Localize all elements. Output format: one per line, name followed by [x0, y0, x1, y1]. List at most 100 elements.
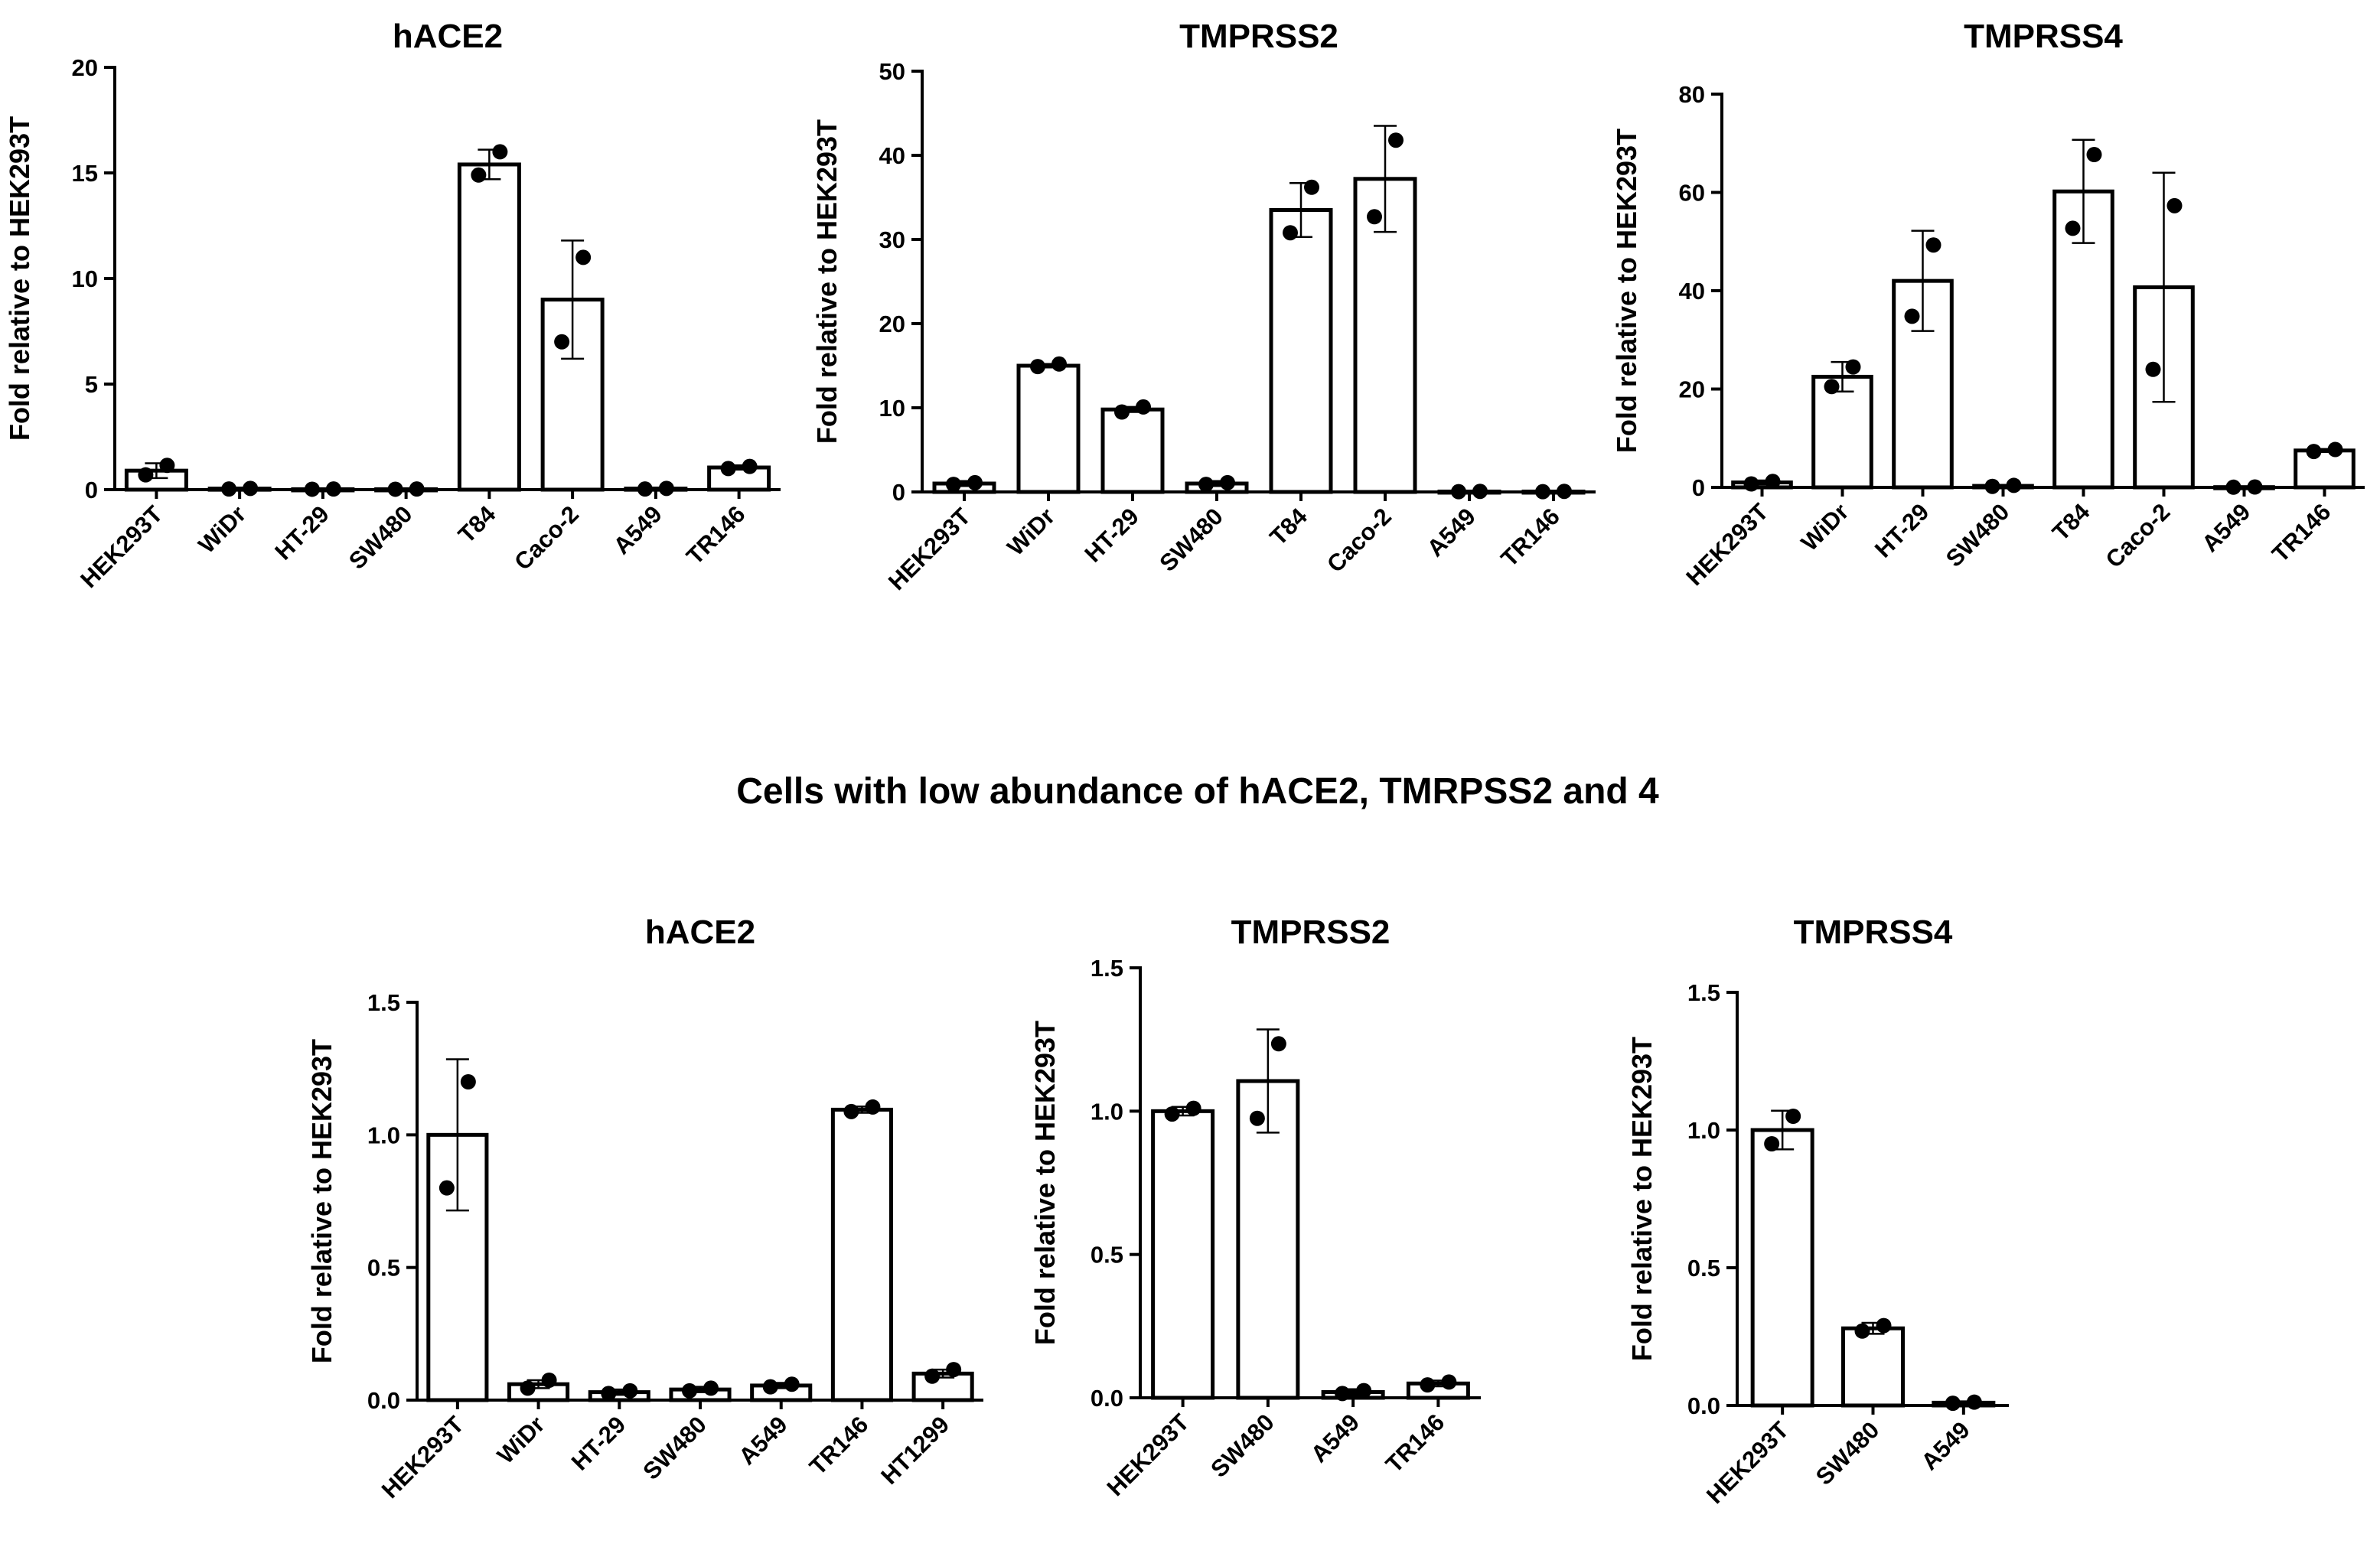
x-tick-label: SW480 [1811, 1416, 1885, 1490]
y-tick-label: 80 [1679, 81, 1705, 108]
data-point [1356, 1383, 1372, 1399]
data-point [1304, 179, 1319, 195]
bar [1236, 1079, 1300, 1400]
data-point [2166, 197, 2183, 213]
data-point [865, 1099, 881, 1115]
x-tick-label: A549 [1306, 1409, 1364, 1467]
data-point [946, 477, 961, 493]
charts: hACE2 Fold relative to HEK293T 0 5 10 15 20 HEK… [4, 18, 2365, 1509]
y-tick-label: 0 [1692, 474, 1705, 501]
data-point [637, 481, 653, 497]
x-tick-label: T84 [2047, 498, 2095, 546]
bar [707, 465, 771, 492]
bar [1841, 1326, 1905, 1408]
x-tick-label: SW480 [637, 1411, 712, 1485]
y-tick-label: 1.5 [367, 989, 400, 1016]
data-point [1904, 308, 1920, 324]
data-point [1785, 1109, 1801, 1124]
data-point [2306, 444, 2322, 460]
y-tick-label: 0.0 [367, 1387, 400, 1414]
data-point [1114, 404, 1130, 420]
data-point [2145, 361, 2161, 377]
data-point [1876, 1317, 1892, 1334]
chart-title: TMPRSS4 [1794, 914, 1953, 951]
x-tick-label: HEK293T [1701, 1416, 1794, 1509]
bar [457, 162, 521, 492]
data-point [601, 1386, 617, 1402]
bar [1100, 407, 1165, 494]
data-point [325, 481, 341, 497]
y-tick-label: 10 [72, 265, 98, 292]
data-point [946, 1362, 962, 1378]
y-axis-label: Fold relative to HEK293T [4, 116, 35, 441]
data-point [1451, 484, 1466, 500]
data-point [1535, 484, 1550, 500]
y-tick-label: 1.0 [367, 1122, 400, 1148]
data-point [2065, 220, 2081, 236]
data-point [1765, 474, 1781, 490]
data-point [1136, 399, 1151, 415]
x-tick-label: TR146 [1381, 1409, 1450, 1478]
x-tick-label: WiDr [1796, 498, 1854, 556]
data-point [2225, 479, 2241, 495]
data-point [1283, 225, 1298, 241]
data-point [471, 167, 487, 183]
data-point [1030, 359, 1045, 375]
y-tick-label: 50 [879, 58, 905, 85]
chart-6: TMPRSS4 Fold relative to HEK293T 0.0 0.5 1.0… [1626, 914, 2009, 1509]
x-tick-label: HEK293T [883, 503, 976, 595]
y-tick-label: 30 [879, 226, 905, 253]
data-point [2247, 479, 2263, 495]
data-point [720, 461, 736, 477]
x-tick-label: HT1299 [875, 1411, 954, 1490]
data-point [138, 467, 154, 483]
y-axis-label: Fold relative to HEK293T [1029, 1021, 1061, 1345]
bar [1750, 1128, 1814, 1408]
data-point [1270, 1036, 1286, 1052]
data-point [2086, 147, 2102, 163]
x-tick-label: HT-29 [566, 1411, 631, 1475]
x-tick-label: A549 [2196, 498, 2255, 557]
x-tick-label: HT-29 [269, 500, 334, 565]
y-tick-label: 60 [1679, 180, 1705, 207]
data-point [1335, 1386, 1351, 1402]
data-point [387, 481, 403, 497]
data-point [682, 1383, 697, 1399]
data-point [2327, 441, 2343, 458]
chart-3: TMPRSS4 Fold relative to HEK293T 0 20 40 60 80… [1611, 18, 2365, 591]
data-point [1220, 474, 1235, 490]
data-point [460, 1074, 476, 1089]
data-point [575, 249, 592, 265]
x-tick-label: HEK293T [1102, 1409, 1195, 1501]
y-axis-label: Fold relative to HEK293T [1611, 129, 1642, 453]
x-tick-label: Caco-2 [1322, 503, 1397, 578]
data-point [1249, 1110, 1265, 1126]
y-tick-label: 1.0 [1091, 1098, 1123, 1125]
y-tick-label: 20 [72, 54, 98, 81]
data-point [703, 1380, 719, 1396]
y-tick-label: 40 [1679, 278, 1705, 305]
y-tick-label: 0.0 [1091, 1385, 1123, 1412]
x-tick-label: WiDr [492, 1411, 550, 1469]
y-tick-label: 1.0 [1687, 1117, 1720, 1144]
bar [2294, 448, 2356, 490]
data-point [1925, 237, 1941, 253]
bar [1151, 1109, 1215, 1400]
data-point [1966, 1394, 1982, 1410]
data-point [1764, 1136, 1780, 1151]
y-tick-label: 0 [85, 477, 98, 503]
data-point [784, 1376, 800, 1392]
data-point [1198, 477, 1214, 493]
chart-title: TMPRSS4 [1964, 18, 2123, 55]
x-tick-label: A549 [1916, 1416, 1975, 1475]
data-point [159, 458, 175, 474]
data-point [1945, 1396, 1961, 1412]
y-tick-label: 20 [879, 311, 905, 337]
x-tick-label: T84 [453, 500, 501, 549]
data-point [742, 458, 758, 474]
data-point [1845, 359, 1861, 375]
x-tick-label: T84 [1264, 503, 1312, 551]
x-tick-label: TR146 [2267, 498, 2336, 568]
data-point [1051, 356, 1067, 372]
x-tick-label: Caco-2 [509, 500, 584, 575]
